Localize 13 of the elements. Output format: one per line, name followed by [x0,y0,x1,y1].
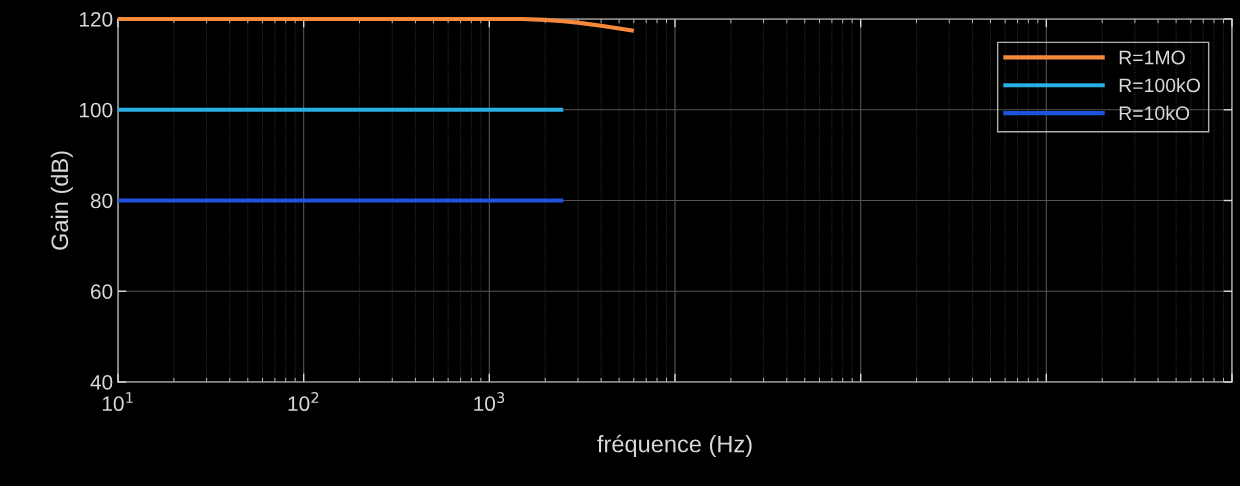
x-tick-label: 10$^{1}$ [102,392,133,412]
text: R=1MO [1119,50,1185,65]
y-tick-label: 40 [90,375,113,390]
y-tick-label: 120 [79,12,113,27]
y-axis-title: Gain (dB) [50,151,73,250]
x-tick-label: 10$^{2}$ [288,392,319,412]
y-tick-label: 100 [79,102,113,118]
x-tick-label: 10$^{3}$ [474,392,505,412]
y-tick-label: 80 [90,193,113,209]
text: R=100kO [1119,77,1200,93]
x-axis-title: fréquence (Hz) [597,434,752,458]
text: R=10kO [1119,105,1190,121]
y-tick-label: 60 [91,284,113,299]
